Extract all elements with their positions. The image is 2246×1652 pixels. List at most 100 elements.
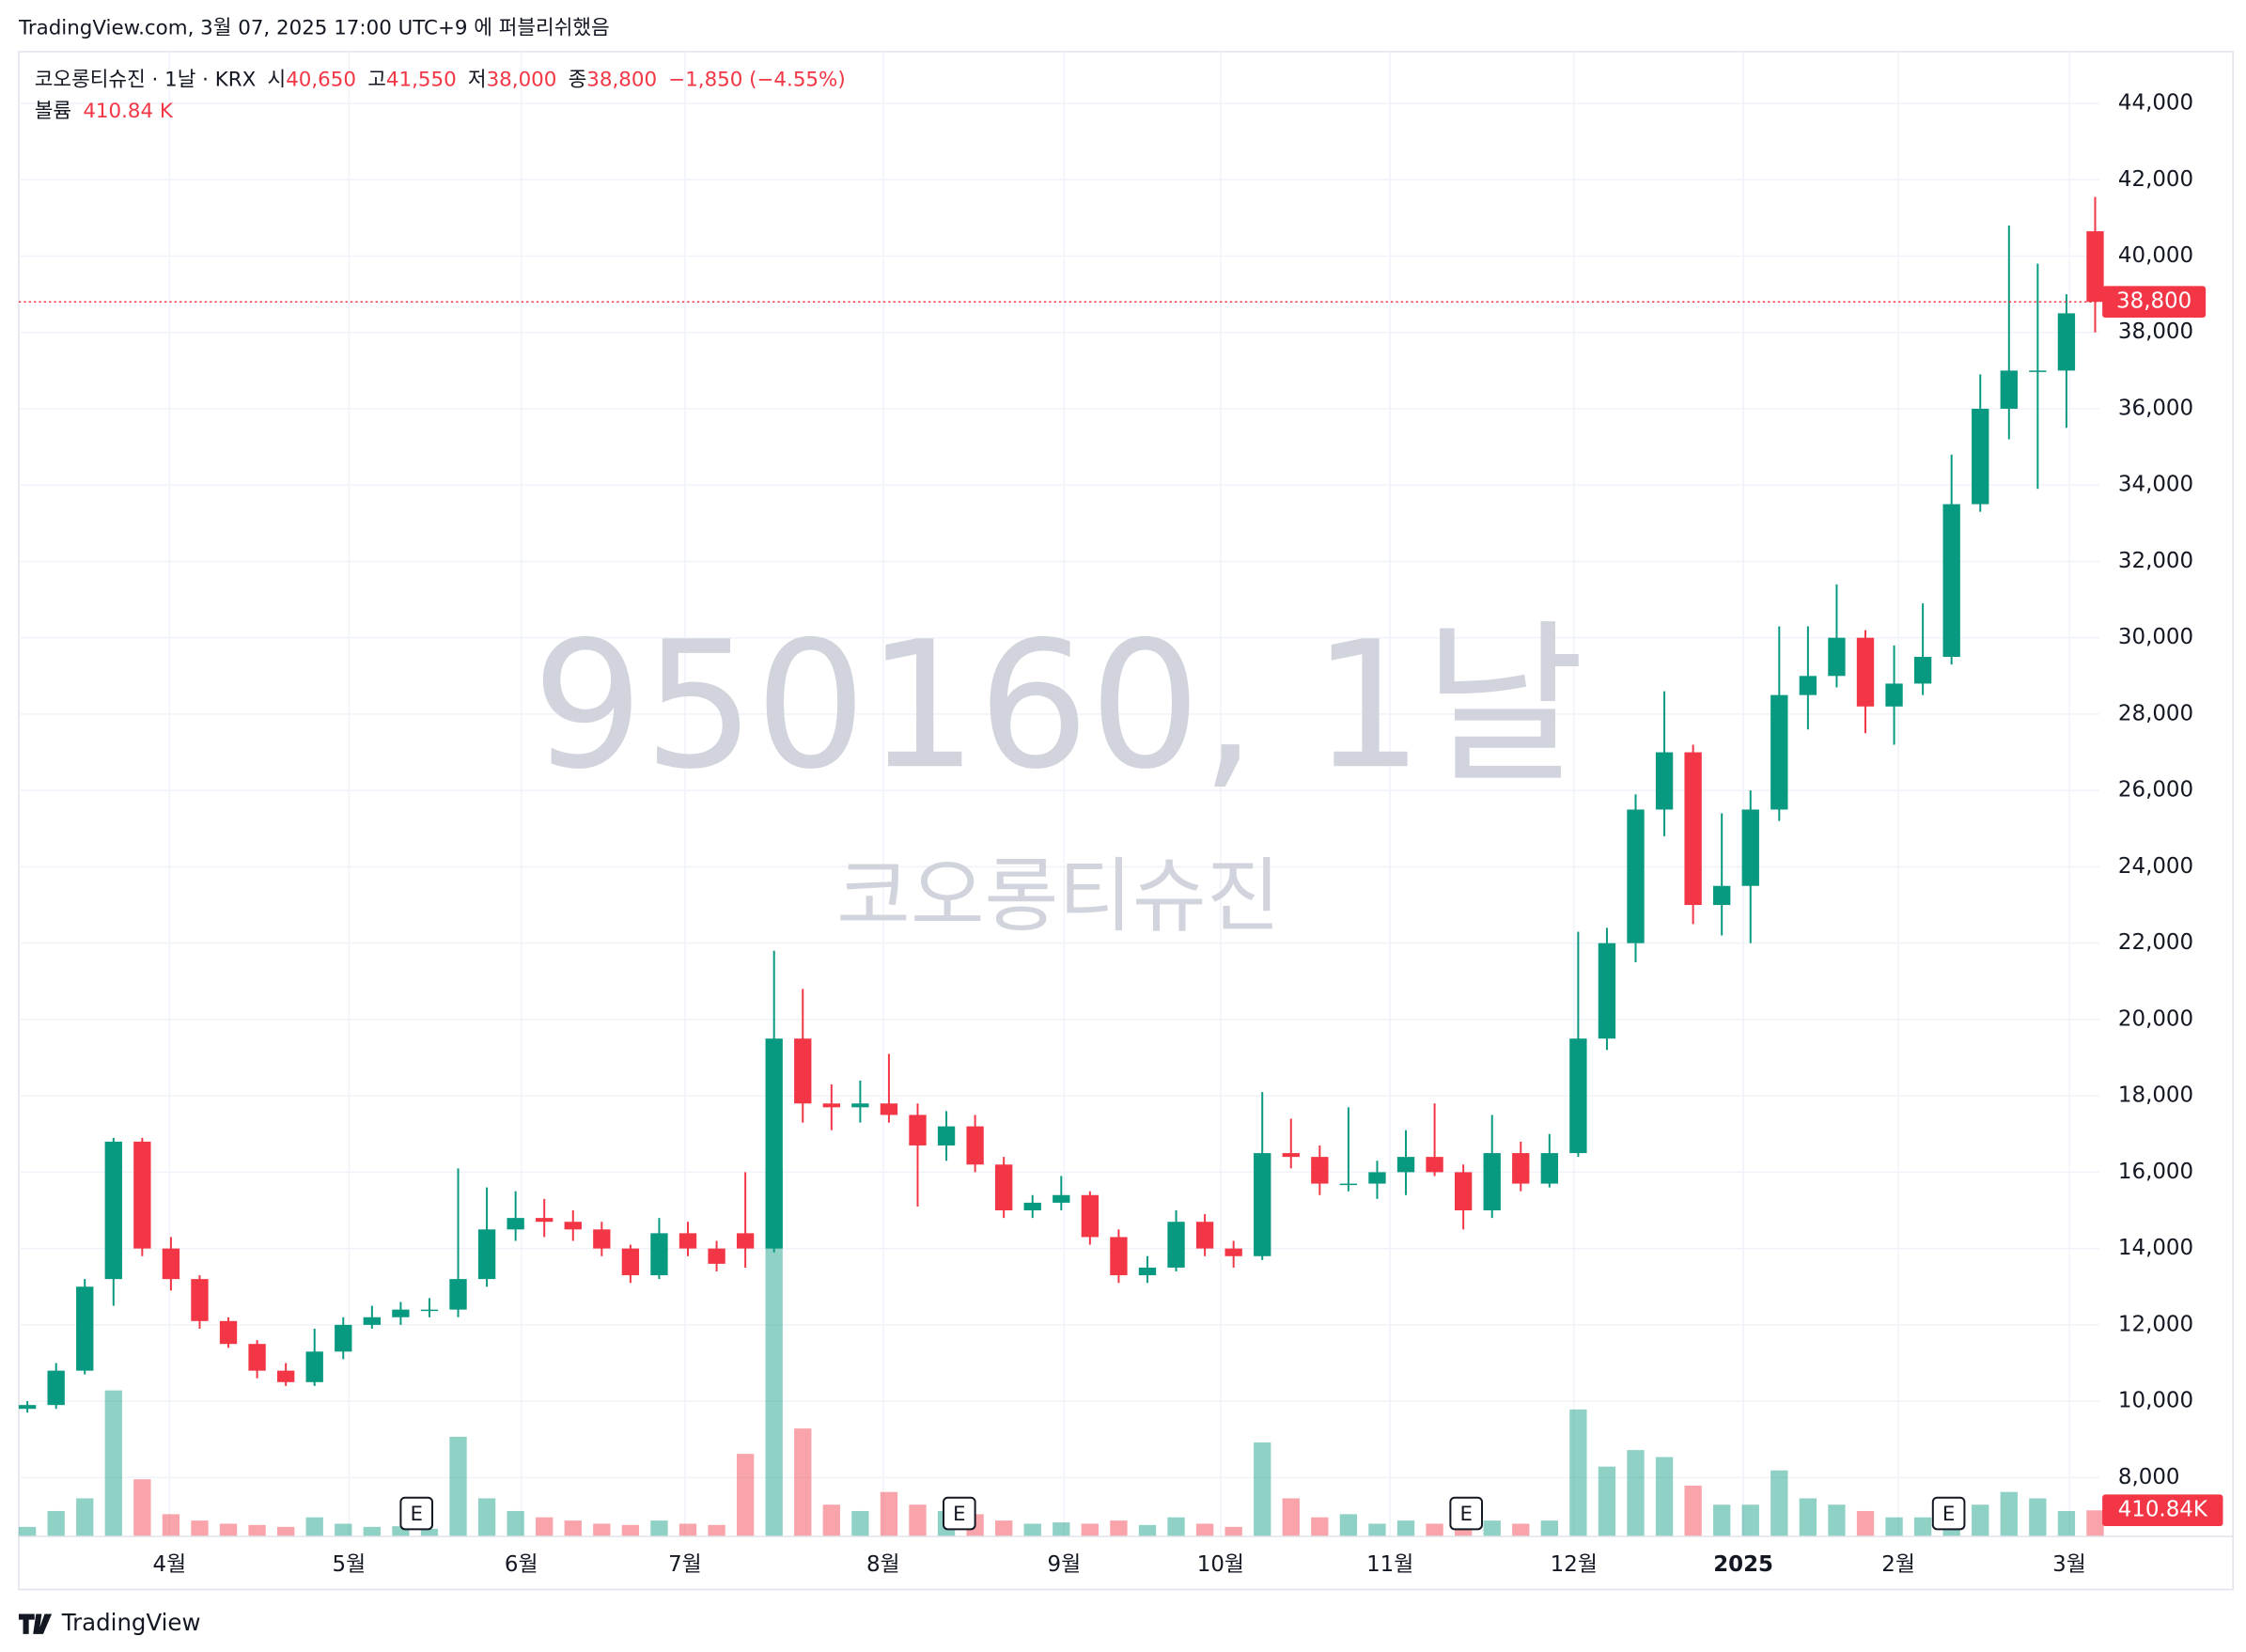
candle-body	[1023, 1202, 1041, 1211]
volume-bar	[1828, 1504, 1846, 1536]
volume-bar	[335, 1523, 352, 1536]
volume-bar	[449, 1436, 467, 1536]
volume-bar	[593, 1523, 611, 1536]
candle-body	[477, 1229, 496, 1280]
volume-bar	[1913, 1517, 1932, 1536]
candle-body	[335, 1324, 352, 1352]
y-tick-label: 22,000	[2118, 930, 2193, 955]
y-tick-label: 36,000	[2118, 396, 2193, 420]
event-marker-box	[1449, 1496, 1484, 1531]
y-tick-label: 26,000	[2118, 778, 2193, 803]
volume-bar	[104, 1390, 122, 1536]
y-tick-label: 30,000	[2118, 625, 2193, 649]
volume-bar	[191, 1520, 209, 1536]
candle-body	[104, 1141, 122, 1280]
candle-body	[1224, 1248, 1242, 1256]
volume-bar	[650, 1520, 668, 1536]
candle-body	[1110, 1237, 1128, 1276]
legend-key: 저	[468, 69, 487, 92]
candle-body	[1598, 943, 1616, 1039]
y-tick-label: 14,000	[2118, 1236, 2193, 1260]
candle-body	[1885, 683, 1903, 707]
y-tick-label: 10,000	[2118, 1389, 2193, 1413]
legend: 코오롱티슈진 · 1날 · KRX 시40,650 고41,550 저38,000 종3…	[35, 69, 846, 124]
volume-bar	[1311, 1517, 1329, 1536]
candle-body	[678, 1233, 697, 1249]
x-tick-label: 9월	[1048, 1552, 1082, 1577]
volume-bar	[2086, 1510, 2104, 1536]
volume-bar	[736, 1454, 755, 1536]
y-tick-label: 16,000	[2118, 1160, 2193, 1184]
candle-body	[564, 1222, 582, 1230]
candle-body	[1282, 1153, 1300, 1158]
watermark: 950160, 1날 코오롱티슈진	[532, 603, 1584, 943]
footer: TradingView	[18, 1609, 200, 1636]
published-note: TradingView.com, 3월 07, 2025 17:00 UTC+9…	[18, 17, 610, 40]
candle-body	[1311, 1157, 1329, 1184]
volume-bar	[1799, 1498, 1817, 1536]
volume-bar	[1598, 1466, 1616, 1536]
volume-bar	[2057, 1510, 2076, 1536]
candle-body	[449, 1279, 467, 1310]
candle-body	[937, 1126, 956, 1145]
volume-bar	[1713, 1504, 1731, 1536]
y-tick-label: 8,000	[2118, 1465, 2180, 1489]
candle-body	[18, 1405, 37, 1410]
candle-body	[966, 1126, 984, 1165]
volume-bar	[18, 1526, 37, 1536]
candle-body	[1454, 1172, 1473, 1211]
candle-body	[1741, 809, 1759, 886]
candle-body	[995, 1164, 1013, 1211]
candle-body	[2057, 313, 2076, 371]
volume-bar	[621, 1524, 640, 1536]
volume-bar	[1224, 1526, 1242, 1536]
event-marker-box	[1931, 1496, 1966, 1531]
volume-bar	[880, 1491, 898, 1536]
candle-body	[1972, 408, 1989, 505]
volume-bar	[47, 1510, 65, 1536]
volume-bar	[219, 1523, 238, 1536]
event-marker-label: E	[1942, 1503, 1956, 1526]
x-tick-label: 2월	[1881, 1552, 1915, 1577]
legend-key: 고	[367, 69, 386, 92]
last-price-box	[2102, 286, 2207, 319]
candle-body	[162, 1248, 180, 1280]
candle-body	[1770, 694, 1788, 810]
volume-bar	[1081, 1523, 1100, 1536]
volume-bar	[1741, 1504, 1759, 1536]
x-tick-label: 4월	[153, 1552, 187, 1577]
volume-bar	[678, 1523, 697, 1536]
event-marker-box	[943, 1496, 976, 1531]
volume-bar	[1569, 1409, 1587, 1536]
legend-volume-key: 볼륨	[35, 100, 71, 123]
legend-value: 38,000	[487, 69, 557, 92]
candle-body	[1254, 1153, 1271, 1256]
volume-bar	[794, 1428, 812, 1536]
legend-line: 코오롱티슈진 · 1날 · KRX 시40,650 고41,550 저38,000 종3…	[35, 69, 846, 92]
candle-body	[1799, 676, 1817, 695]
volume-bar	[1023, 1523, 1041, 1536]
candle-body	[1684, 752, 1702, 906]
candle-body	[2086, 231, 2104, 303]
axes: 8,000 10,000 12,000 14,000 16,000 18,000 20,00…	[18, 91, 2234, 1577]
candle-body	[909, 1114, 927, 1145]
candle-body	[1828, 637, 1846, 677]
event-marker-box	[399, 1496, 434, 1531]
candle-body	[507, 1218, 524, 1230]
volume-bar	[1339, 1514, 1358, 1536]
candle-body	[392, 1309, 410, 1317]
volume-bar	[392, 1526, 410, 1536]
candle-body	[1081, 1194, 1100, 1238]
volume-bar	[1972, 1504, 1989, 1536]
candle-body	[1655, 752, 1674, 810]
last-volume-label: 410.84K	[2118, 1498, 2208, 1522]
volume-bar	[1512, 1523, 1530, 1536]
event-marker-label: E	[953, 1503, 966, 1526]
volume-bar	[822, 1504, 840, 1536]
x-tick-label: 2025	[1713, 1552, 1773, 1577]
y-tick-label: 24,000	[2118, 854, 2193, 879]
candle-body	[1483, 1153, 1501, 1211]
volume-bar	[765, 1168, 783, 1536]
candle-body	[1339, 1183, 1358, 1186]
